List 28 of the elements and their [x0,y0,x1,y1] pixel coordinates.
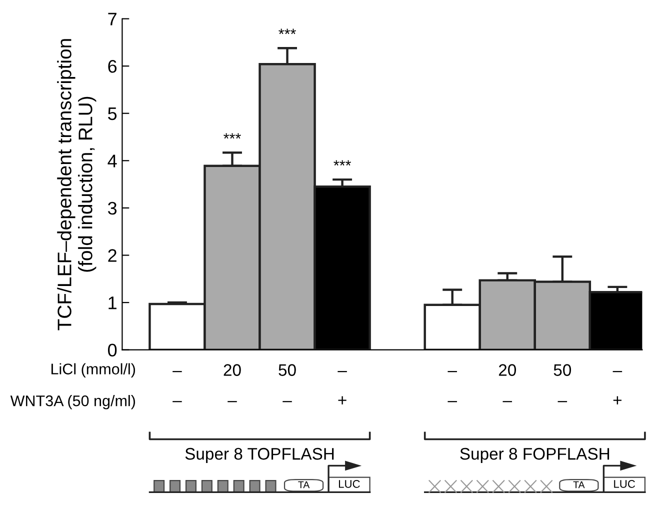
text: LUC [338,480,360,488]
y-tick-label: 1 [108,296,116,310]
y-tick-label: 6 [108,60,117,73]
text: TA [298,481,310,488]
category-label: 50 – [554,364,572,402]
y-tick-label: 5 [108,107,117,120]
category-label: – + [612,371,622,404]
text: LUC [614,480,636,488]
category-label: 50 – [278,364,296,402]
data-label: *** [278,28,296,34]
text: Super 8 FOPFLASH [460,448,610,464]
text: Super 8 TOPFLASH [185,448,334,464]
category-label: 20 – [224,364,241,402]
data-label: *** [334,160,351,166]
category-label: – + [338,371,347,404]
y-tick-label: 0 [108,344,117,357]
y-tick-label: 7 [108,12,116,26]
y-axis-title: TCF/LEF–dependent transcription (fold induction, RLU) [57,39,96,330]
text: TA [573,481,585,488]
y-tick-label: 3 [108,202,117,215]
category-label: 20 – [498,364,516,402]
y-tick-label: 2 [108,249,116,262]
category-label: – – [448,371,457,402]
text: LiCl (mmol/l) [51,363,136,378]
data-label: *** [224,133,241,139]
category-label: – – [172,371,182,402]
y-tick-label: 4 [108,154,117,168]
text: WNT3A (50 ng/ml) [10,395,136,410]
